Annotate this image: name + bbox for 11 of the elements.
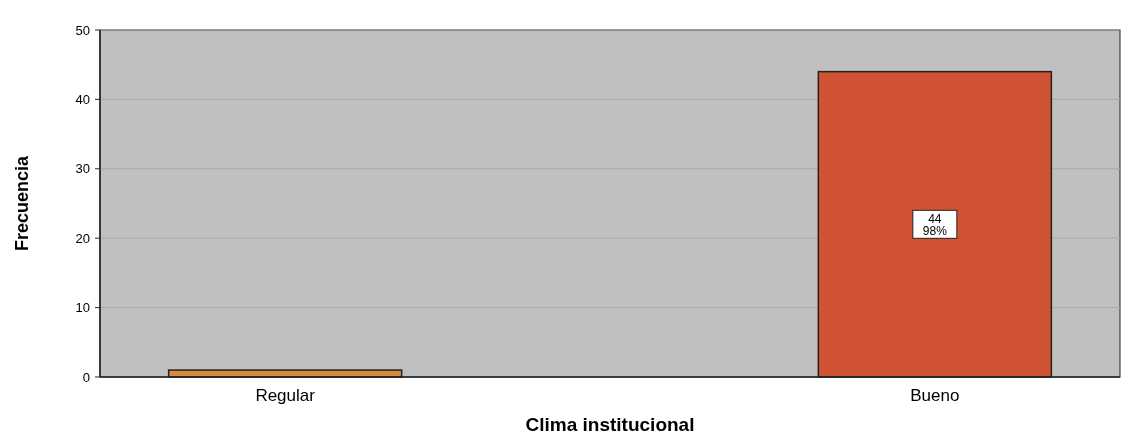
data-label: 44 98% bbox=[922, 212, 948, 239]
y-tick-label: 50 bbox=[75, 22, 90, 38]
y-tick-label: 30 bbox=[75, 161, 90, 177]
y-tick-label: 0 bbox=[82, 369, 90, 385]
y-tick-label: 40 bbox=[75, 91, 90, 107]
y-tick-label: 10 bbox=[75, 300, 90, 316]
y-axis-title: Frecuencia bbox=[12, 154, 32, 252]
y-tick-label: 20 bbox=[75, 230, 90, 246]
x-tick-label: Regular bbox=[255, 386, 316, 405]
x-tick-label: Bueno bbox=[910, 386, 960, 405]
x-axis-title: Clima institucional bbox=[525, 414, 695, 435]
